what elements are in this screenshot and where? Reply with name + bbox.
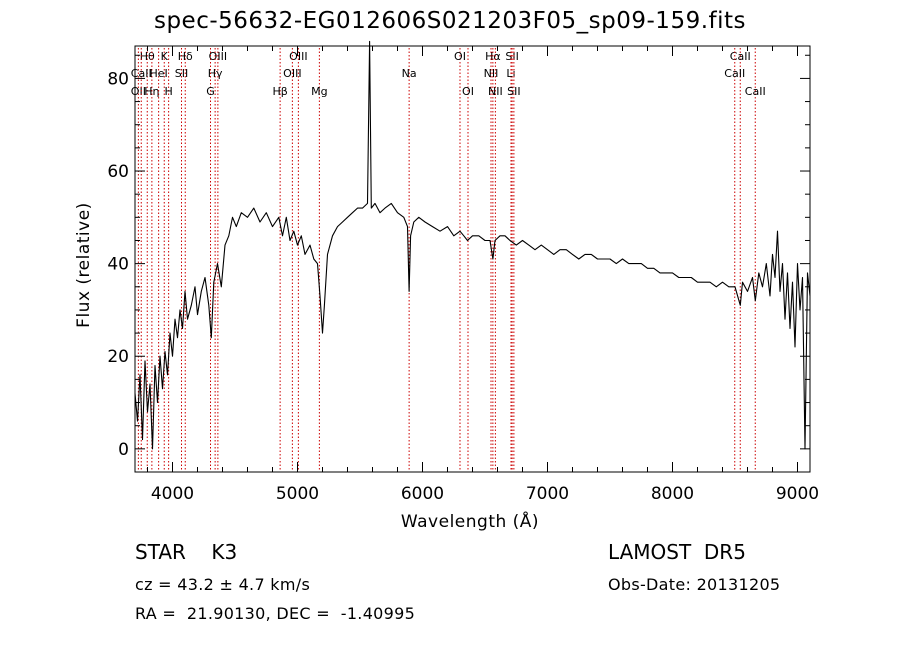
line-label-22: SII [505,50,518,63]
spectrum-series-0 [134,40,811,450]
line-label-25: CaII [730,50,751,63]
y-axis-label: Flux (relative) [74,202,94,328]
line-label-7: Hδ [178,50,193,63]
x-tick-label-1: 5000 [276,484,319,504]
line-label-19: Hα [485,50,501,63]
line-label-23: Li [506,67,515,80]
line-label-27: CaII [745,85,766,98]
x-tick-label-0: 4000 [151,484,194,504]
line-label-4: K [161,50,169,63]
redshift-cz: cz = 43.2 ± 4.7 km/s [135,575,311,594]
y-tick-label-1: 20 [107,347,129,367]
line-label-10: Hγ [208,67,223,80]
line-label-21: NII [488,85,503,98]
y-tick-label-4: 80 [107,69,129,89]
line-label-11: G [206,85,215,98]
line-label-12: OIII [289,50,307,63]
line-label-9: OIII [209,50,227,63]
observation-date: Obs-Date: 20131205 [608,575,781,594]
line-label-5: HeI [149,67,167,80]
x-tick-label-3: 7000 [526,484,569,504]
line-label-8: SII [175,67,188,80]
line-label-26: CaII [724,67,745,80]
line-label-0: Hθ [140,50,155,63]
y-tick-label-2: 40 [107,255,129,275]
line-label-15: Mg [311,85,327,98]
x-axis-label: Wavelength (Å) [400,512,540,532]
line-label-14: Hβ [272,85,287,98]
chart-title: spec-56632-EG012606S021203F05_sp09-159.f… [153,8,747,34]
object-class: STAR K3 [135,540,238,564]
line-label-13: OIII [283,67,301,80]
x-tick-label-5: 9000 [776,484,819,504]
x-tick-label-4: 8000 [651,484,694,504]
x-tick-label-2: 6000 [401,484,444,504]
line-label-6: H [164,85,172,98]
line-label-3: Hη [144,85,159,98]
plot-frame [134,45,811,473]
line-label-24: SII [507,85,520,98]
ra-dec-coordinates: RA = 21.90130, DEC = -1.40995 [135,604,416,623]
line-label-18: OI [462,85,474,98]
line-label-20: NII [484,67,499,80]
line-label-17: OI [454,50,466,63]
y-tick-label-0: 0 [118,440,129,460]
line-label-2: CaII [131,67,152,80]
line-label-16: Na [402,67,417,80]
survey-name: LAMOST DR5 [608,540,746,564]
y-tick-label-3: 60 [107,162,129,182]
